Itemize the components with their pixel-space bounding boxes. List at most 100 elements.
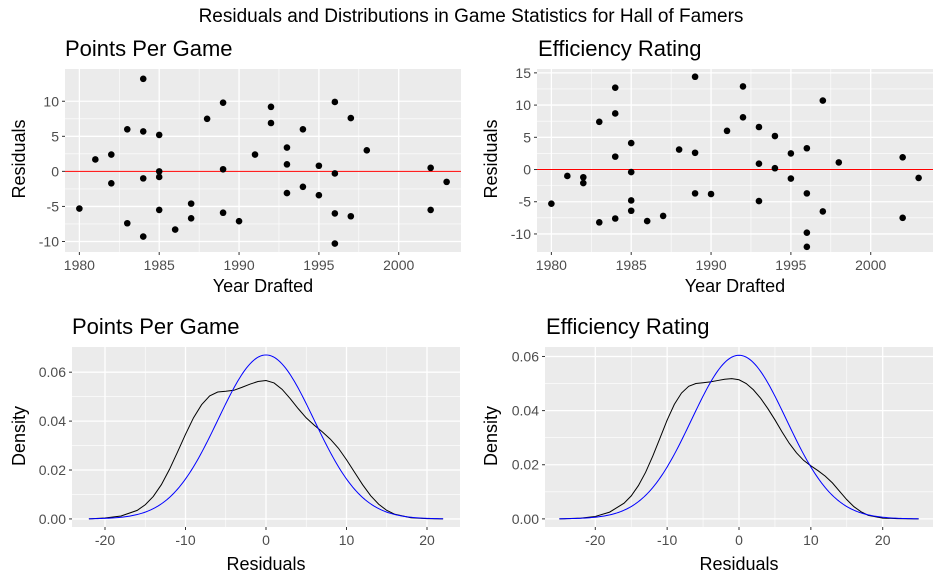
x-tick-label: 1995	[303, 257, 334, 273]
data-point	[707, 190, 715, 198]
x-tick-label: 1990	[223, 257, 254, 273]
data-point	[235, 217, 243, 225]
x-tick-label: 1985	[616, 257, 647, 273]
y-axis-label: Density	[481, 406, 501, 466]
chart-efficiency-density: Efficiency Rating Residuals Density -20-…	[481, 314, 933, 574]
data-point	[155, 206, 163, 214]
density-lines	[559, 354, 919, 520]
data-point	[155, 131, 163, 139]
data-point	[691, 73, 699, 81]
data-point	[427, 164, 434, 172]
data-point	[659, 212, 667, 220]
y-tick-label: 5	[51, 128, 59, 144]
data-point	[723, 127, 731, 135]
data-point	[251, 151, 259, 158]
data-points	[76, 75, 450, 247]
y-tick-label: 15	[515, 65, 531, 81]
data-point	[283, 161, 291, 168]
y-tick-label: 10	[515, 97, 531, 113]
data-point	[315, 162, 323, 170]
data-point	[331, 98, 339, 106]
data-point	[691, 190, 699, 197]
data-point	[787, 150, 795, 157]
data-point	[899, 153, 906, 161]
kde-density-line	[88, 380, 444, 520]
data-point	[627, 197, 635, 204]
data-point	[675, 146, 683, 153]
y-axis-label: Density	[9, 406, 29, 466]
y-tick-label: 0.02	[512, 457, 539, 473]
x-tick-label: 2000	[855, 257, 886, 273]
kde-density-line	[559, 378, 919, 520]
data-point	[915, 174, 922, 182]
plot-panel	[72, 347, 460, 527]
chart-title: Points Per Game	[72, 314, 240, 339]
data-point	[611, 215, 619, 222]
data-point	[155, 168, 163, 175]
data-point	[835, 159, 843, 166]
data-point	[627, 207, 635, 215]
data-point	[108, 179, 115, 187]
x-tick-label: -20	[585, 532, 605, 548]
data-point	[283, 189, 291, 197]
x-tick-label: 2000	[383, 257, 414, 273]
data-point	[611, 153, 619, 160]
x-tick-label: 1980	[536, 257, 567, 273]
data-point	[363, 147, 371, 154]
x-axis-label: Year Drafted	[685, 276, 785, 296]
data-points	[548, 73, 922, 251]
y-tick-label: 0	[51, 163, 59, 179]
data-point	[755, 160, 763, 168]
data-point	[92, 156, 99, 163]
x-tick-label: 1985	[144, 257, 175, 273]
data-point	[203, 115, 211, 123]
data-point	[427, 206, 434, 214]
y-axis-label: Residuals	[481, 119, 501, 198]
data-point	[315, 191, 323, 199]
minor-gridlines	[65, 69, 461, 252]
density-lines	[88, 354, 444, 520]
data-point	[331, 240, 339, 247]
data-point	[139, 75, 147, 83]
data-point	[219, 165, 227, 173]
y-tick-label: 0.02	[39, 462, 66, 478]
y-axis-label: Residuals	[9, 119, 29, 198]
plot-panel	[65, 69, 461, 252]
data-point	[267, 103, 275, 111]
y-tick-label: 0.00	[39, 511, 66, 527]
axis-ticks: 1980 1985 1990 1995 2000 -10 -5 0 5 10	[39, 93, 415, 273]
data-point	[139, 128, 147, 135]
data-point	[548, 200, 555, 207]
y-tick-label: 0.04	[39, 413, 66, 429]
data-point	[219, 209, 227, 217]
data-point	[739, 83, 747, 90]
data-point	[627, 168, 635, 176]
data-point	[76, 205, 83, 212]
y-tick-label: -10	[511, 226, 531, 242]
data-point	[139, 175, 147, 182]
data-point	[771, 132, 779, 140]
x-tick-label: -10	[175, 532, 195, 548]
y-tick-label: 5	[523, 129, 531, 145]
data-point	[171, 226, 179, 233]
data-point	[803, 144, 811, 152]
y-tick-label: 0.06	[512, 348, 539, 364]
data-point	[595, 118, 603, 126]
x-tick-label: 1995	[775, 257, 806, 273]
data-point	[123, 219, 131, 227]
chart-title: Points Per Game	[65, 36, 233, 61]
x-tick-label: 10	[339, 532, 355, 548]
data-point	[803, 243, 811, 251]
data-point	[299, 125, 307, 133]
x-axis-label: Year Drafted	[213, 276, 313, 296]
data-point	[899, 214, 906, 222]
data-point	[123, 125, 131, 133]
major-gridlines	[72, 347, 460, 527]
x-axis-label: Residuals	[699, 554, 778, 574]
data-point	[187, 215, 195, 222]
x-tick-label: 0	[735, 532, 743, 548]
data-point	[299, 183, 307, 191]
y-tick-label: -5	[47, 198, 60, 214]
chart-ppg-residuals: Points Per Game Year Drafted Residuals 1…	[9, 36, 461, 296]
x-axis-label: Residuals	[226, 554, 305, 574]
